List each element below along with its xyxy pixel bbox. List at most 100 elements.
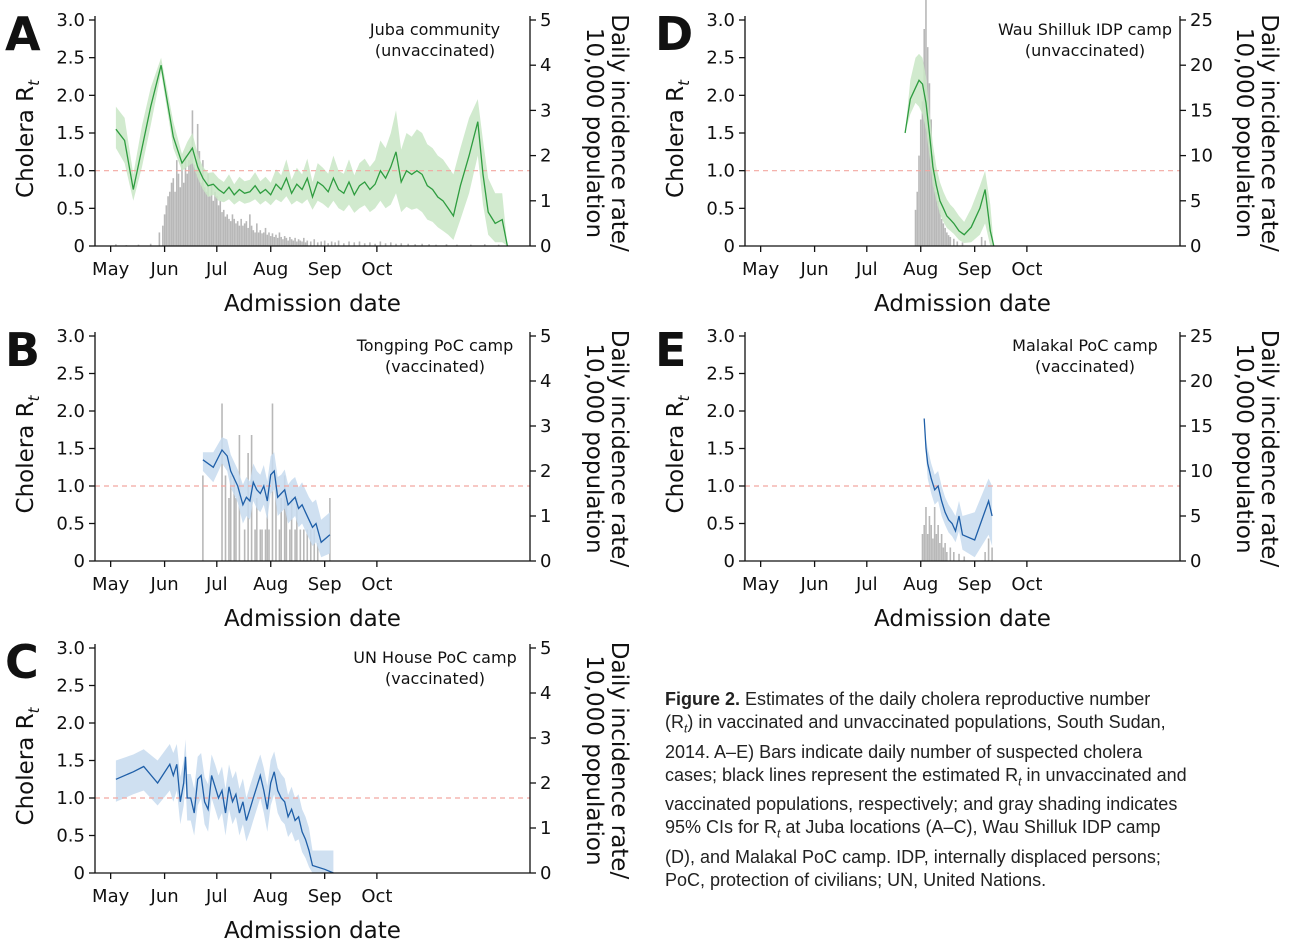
left-tick-label-c-4: 2.0 <box>56 713 85 734</box>
x-tick-label-b-2: Jul <box>205 574 228 595</box>
left-tick-label-b-2: 1.0 <box>56 476 85 497</box>
right-tick-label-d-3: 15 <box>1190 100 1213 121</box>
rt-line-a <box>115 65 509 247</box>
left-tick-label-a-2: 1.0 <box>56 161 85 182</box>
rt-ci-band-d <box>905 53 994 247</box>
panel-letter-a: A <box>5 7 41 61</box>
panel-d: 0 0.5 1.0 1.5 2.0 2.5 3.0 0 5 10 15 20 25 May Jun Jul Au… <box>655 0 1282 317</box>
panel-letter-d: D <box>655 7 693 61</box>
panel-title-c: UN House PoC camp <box>353 648 516 667</box>
panel-title-b: Tongping PoC camp <box>356 336 514 355</box>
left-tick-label-e-1: 0.5 <box>706 514 735 535</box>
y2-axis-title-1-b: Daily incidence rate/ <box>606 330 632 568</box>
left-tick-label-a-6: 3.0 <box>56 10 85 31</box>
left-tick-label-b-4: 2.0 <box>56 401 85 422</box>
right-tick-label-c-3: 3 <box>540 728 551 749</box>
incidence-bars-e <box>921 507 993 561</box>
x-tick-label-d-3: Aug <box>903 259 938 280</box>
left-tick-label-a-0: 0 <box>74 236 85 257</box>
x-tick-label-e-5: Oct <box>1011 574 1042 595</box>
left-tick-label-e-5: 2.5 <box>706 364 735 385</box>
left-tick-label-e-3: 1.5 <box>706 439 735 460</box>
rt-line-d <box>904 79 995 247</box>
panel-subtitle-e: (vaccinated) <box>1035 357 1135 376</box>
y-axis-title-main-e: Cholera R <box>663 401 689 513</box>
right-tick-label-e-0: 0 <box>1190 551 1201 572</box>
right-tick-label-d-2: 10 <box>1190 146 1213 167</box>
x-tick-label-c-5: Oct <box>361 886 392 907</box>
x-tick-label-b-1: Jun <box>150 574 179 595</box>
x-tick-label-e-4: Sep <box>958 574 992 595</box>
right-tick-label-b-5: 5 <box>540 326 551 347</box>
y2-axis-title-1-c: Daily incidence rate/ <box>606 642 632 880</box>
left-tick-label-e-4: 2.0 <box>706 401 735 422</box>
panel-subtitle-c: (vaccinated) <box>385 669 485 688</box>
x-tick-label-b-5: Oct <box>361 574 392 595</box>
right-tick-label-e-4: 20 <box>1190 371 1213 392</box>
right-tick-label-e-5: 25 <box>1190 326 1213 347</box>
right-tick-label-d-0: 0 <box>1190 236 1201 257</box>
caption-sub-6: t <box>777 826 781 841</box>
right-tick-label-b-3: 3 <box>540 416 551 437</box>
right-tick-label-c-1: 1 <box>540 818 551 839</box>
caption-text-6a: 95% CIs for R <box>665 817 778 838</box>
panel-subtitle-d: (unvaccinated) <box>1025 41 1145 60</box>
right-tick-label-a-2: 2 <box>540 146 551 167</box>
x-tick-label-a-1: Jun <box>150 259 179 280</box>
x-tick-label-b-3: Aug <box>253 574 288 595</box>
y-axis-title-a: Cholera Rt <box>13 79 43 198</box>
caption-text-4b: in unvaccinated and <box>1021 764 1187 785</box>
x-tick-label-a-0: May <box>92 259 130 280</box>
caption-line-7: (D), and Malakal PoC camp. IDP, internal… <box>665 846 1161 867</box>
x-tick-label-d-2: Jul <box>855 259 878 280</box>
left-tick-label-d-4: 2.0 <box>706 85 735 106</box>
right-tick-label-a-4: 4 <box>540 55 551 76</box>
right-tick-label-b-0: 0 <box>540 551 551 572</box>
right-tick-label-d-1: 5 <box>1190 191 1201 212</box>
left-tick-label-d-5: 2.5 <box>706 48 735 69</box>
left-tick-label-a-1: 0.5 <box>56 198 85 219</box>
y2-axis-title-1-d: Daily incidence rate/ <box>1256 14 1282 252</box>
left-tick-label-d-3: 1.5 <box>706 123 735 144</box>
x-tick-label-a-3: Aug <box>253 259 288 280</box>
right-tick-label-a-0: 0 <box>540 236 551 257</box>
left-tick-label-d-1: 0.5 <box>706 198 735 219</box>
rt-line-c <box>115 756 334 874</box>
rt-line-e <box>923 418 993 541</box>
x-tick-label-e-0: May <box>742 574 780 595</box>
left-tick-label-d-6: 3.0 <box>706 10 735 31</box>
left-tick-label-c-1: 0.5 <box>56 826 85 847</box>
x-tick-label-c-4: Sep <box>308 886 342 907</box>
x-axis-title-d: Admission date <box>874 291 1051 317</box>
y2-axis-title-1-e: Daily incidence rate/ <box>1256 330 1282 568</box>
caption-line-3: 2014. A–E) Bars indicate daily number of… <box>665 741 1143 762</box>
x-tick-label-c-3: Aug <box>253 886 288 907</box>
rt-ci-band-a <box>115 57 508 247</box>
caption-sub-4: t <box>1018 774 1022 789</box>
x-tick-label-a-4: Sep <box>308 259 342 280</box>
x-tick-label-d-5: Oct <box>1011 259 1042 280</box>
y-axis-title-sub-b: t <box>25 394 43 401</box>
y2-axis-title-1-a: Daily incidence rate/ <box>606 14 632 252</box>
rt-ci-band-e <box>924 418 993 558</box>
right-tick-label-e-1: 5 <box>1190 506 1201 527</box>
y-axis-title-main-d: Cholera R <box>663 86 689 198</box>
left-tick-label-c-6: 3.0 <box>56 638 85 659</box>
incidence-bars-d <box>914 0 986 246</box>
right-tick-label-c-2: 2 <box>540 773 551 794</box>
left-tick-label-b-3: 1.5 <box>56 439 85 460</box>
figure-caption: Figure 2. Estimates of the daily cholera… <box>665 688 1290 892</box>
panel-b: 0 0.5 1.0 1.5 2.0 2.5 3.0 0 1 2 3 4 5 May Jun Jul Aug Sep… <box>5 323 632 632</box>
panel-letter-c: C <box>5 635 39 689</box>
panel-title-d: Wau Shilluk IDP camp <box>998 20 1172 39</box>
x-tick-label-a-5: Oct <box>361 259 392 280</box>
chart-panels: 0 0.5 1.0 1.5 2.0 2.5 3.0 0 1 2 3 4 5 May Jun Jul Aug Sep… <box>5 0 1282 941</box>
panel-e: 0 0.5 1.0 1.5 2.0 2.5 3.0 0 5 10 15 20 25 May Jun Jul Au… <box>655 323 1282 632</box>
right-tick-label-e-2: 10 <box>1190 461 1213 482</box>
right-tick-label-a-5: 5 <box>540 10 551 31</box>
caption-text-6b: at Juba locations (A–C), Wau Shilluk IDP… <box>780 817 1161 838</box>
y-axis-title-main-a: Cholera R <box>13 86 39 198</box>
y-axis-title-sub-d: t <box>675 79 693 86</box>
x-tick-label-d-0: May <box>742 259 780 280</box>
